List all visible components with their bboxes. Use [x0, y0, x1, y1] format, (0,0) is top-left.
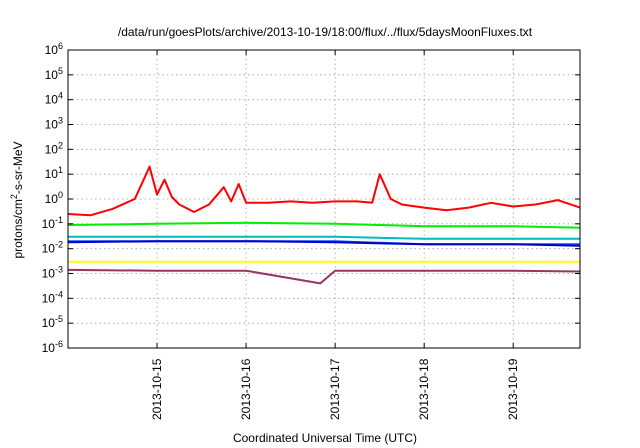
y-tick-label: 103	[45, 116, 63, 132]
chart-title: /data/run/goesPlots/archive/2013-10-19/1…	[118, 25, 533, 39]
x-tick-label: 2013-10-17	[328, 358, 342, 420]
y-tick-label: 106	[45, 41, 63, 57]
x-tick-label: 2013-10-19	[506, 358, 520, 420]
y-tick-label: 10-1	[42, 215, 63, 231]
y-tick-label: 100	[45, 190, 63, 206]
series-group	[67, 165, 581, 285]
x-tick-label: 2013-10-15	[150, 358, 164, 420]
grid	[68, 50, 580, 348]
y-tick-label: 10-2	[42, 240, 63, 256]
series-line-6	[67, 268, 581, 285]
y-axis-label: protons/cm2-s-sr-MeV	[9, 141, 25, 258]
y-tick-label: 104	[45, 91, 63, 107]
y-axis: 10-6 10-5 10-4 10-3 10-2 10-1 100 101 102 103 104 1…	[42, 41, 580, 355]
y-tick-label: 10-4	[42, 289, 63, 305]
x-axis: 2013-10-15 2013-10-16 2013-10-17 2013-10-18…	[150, 50, 520, 420]
series-line-1	[67, 221, 581, 229]
y-tick-label: 10-3	[42, 265, 63, 281]
y-tick-label: 101	[45, 165, 63, 181]
y-tick-label: 10-5	[42, 314, 63, 330]
y-tick-label: 10-6	[42, 339, 63, 355]
y-tick-label: 105	[45, 66, 63, 82]
series-line-0	[67, 165, 581, 217]
x-tick-label: 2013-10-16	[239, 358, 253, 420]
y-tick-label: 102	[45, 140, 63, 156]
series-line-2	[68, 235, 580, 240]
x-axis-label: Coordinated Universal Time (UTC)	[233, 431, 417, 445]
x-tick-label: 2013-10-18	[417, 358, 431, 420]
series-line-4	[67, 240, 581, 247]
